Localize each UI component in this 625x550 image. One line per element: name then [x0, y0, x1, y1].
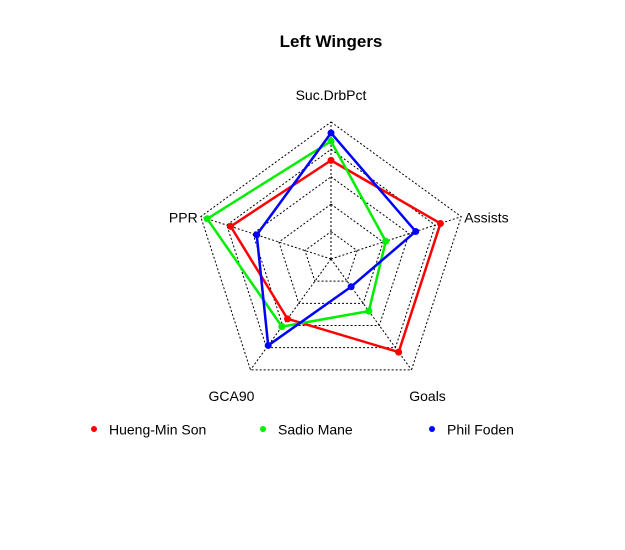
data-point-gca90: [264, 341, 272, 349]
chart-title: Left Wingers: [280, 32, 383, 51]
legend-label: Hueng-Min Son: [109, 422, 206, 438]
grid-ring: [304, 230, 358, 282]
grid-ring: [226, 148, 436, 349]
axis-label-assists: Assists: [464, 210, 508, 226]
data-point-ppr: [203, 215, 211, 223]
data-point-goals: [365, 307, 373, 315]
data-point-suc-drbpct: [327, 137, 335, 145]
radar-series: [203, 129, 444, 356]
series-phil-foden: [253, 129, 420, 349]
axis-label-suc-drbpct: Suc.DrbPct: [296, 87, 367, 103]
legend-item-phil-foden: Phil Foden: [429, 422, 514, 438]
axis-spoke-ppr: [200, 216, 332, 260]
data-point-goals: [395, 348, 403, 356]
data-point-ppr: [253, 231, 261, 239]
legend-item-sadio-mane: Sadio Mane: [260, 422, 353, 438]
series-line: [229, 159, 442, 354]
axis-label-gca90: GCA90: [209, 388, 255, 404]
series-sadio-mane: [203, 137, 390, 331]
data-point-ppr: [227, 222, 235, 230]
legend-label: Phil Foden: [447, 422, 514, 438]
data-point-gca90: [284, 315, 292, 323]
data-point-goals: [347, 283, 355, 291]
axis-label-ppr: PPR: [169, 210, 198, 226]
legend-marker: [429, 426, 435, 432]
axis-spoke-goals: [330, 258, 412, 371]
data-point-assists: [436, 219, 444, 227]
axis-label-goals: Goals: [409, 388, 446, 404]
axis-labels: Suc.DrbPct Assists Goals GCA90 PPR: [169, 87, 509, 404]
legend: Hueng-Min Son Sadio Mane Phil Foden: [91, 422, 514, 438]
data-point-suc-drbpct: [327, 129, 335, 137]
data-point-gca90: [278, 323, 286, 331]
legend-marker: [91, 426, 97, 432]
legend-label: Sadio Mane: [278, 422, 353, 438]
legend-item-hueng-min-son: Hueng-Min Son: [91, 422, 206, 438]
series-hueng-min-son: [227, 156, 444, 356]
series-line: [255, 131, 417, 347]
data-point-assists: [382, 237, 390, 245]
axis-spoke-gca90: [250, 258, 332, 371]
radar-grid: [200, 121, 462, 371]
series-line: [205, 139, 387, 328]
legend-marker: [260, 426, 266, 432]
grid-ring: [278, 203, 384, 304]
axis-spoke-assists: [330, 216, 462, 260]
data-point-assists: [412, 227, 420, 235]
grid-ring: [252, 176, 410, 327]
data-point-suc-drbpct: [327, 156, 335, 164]
